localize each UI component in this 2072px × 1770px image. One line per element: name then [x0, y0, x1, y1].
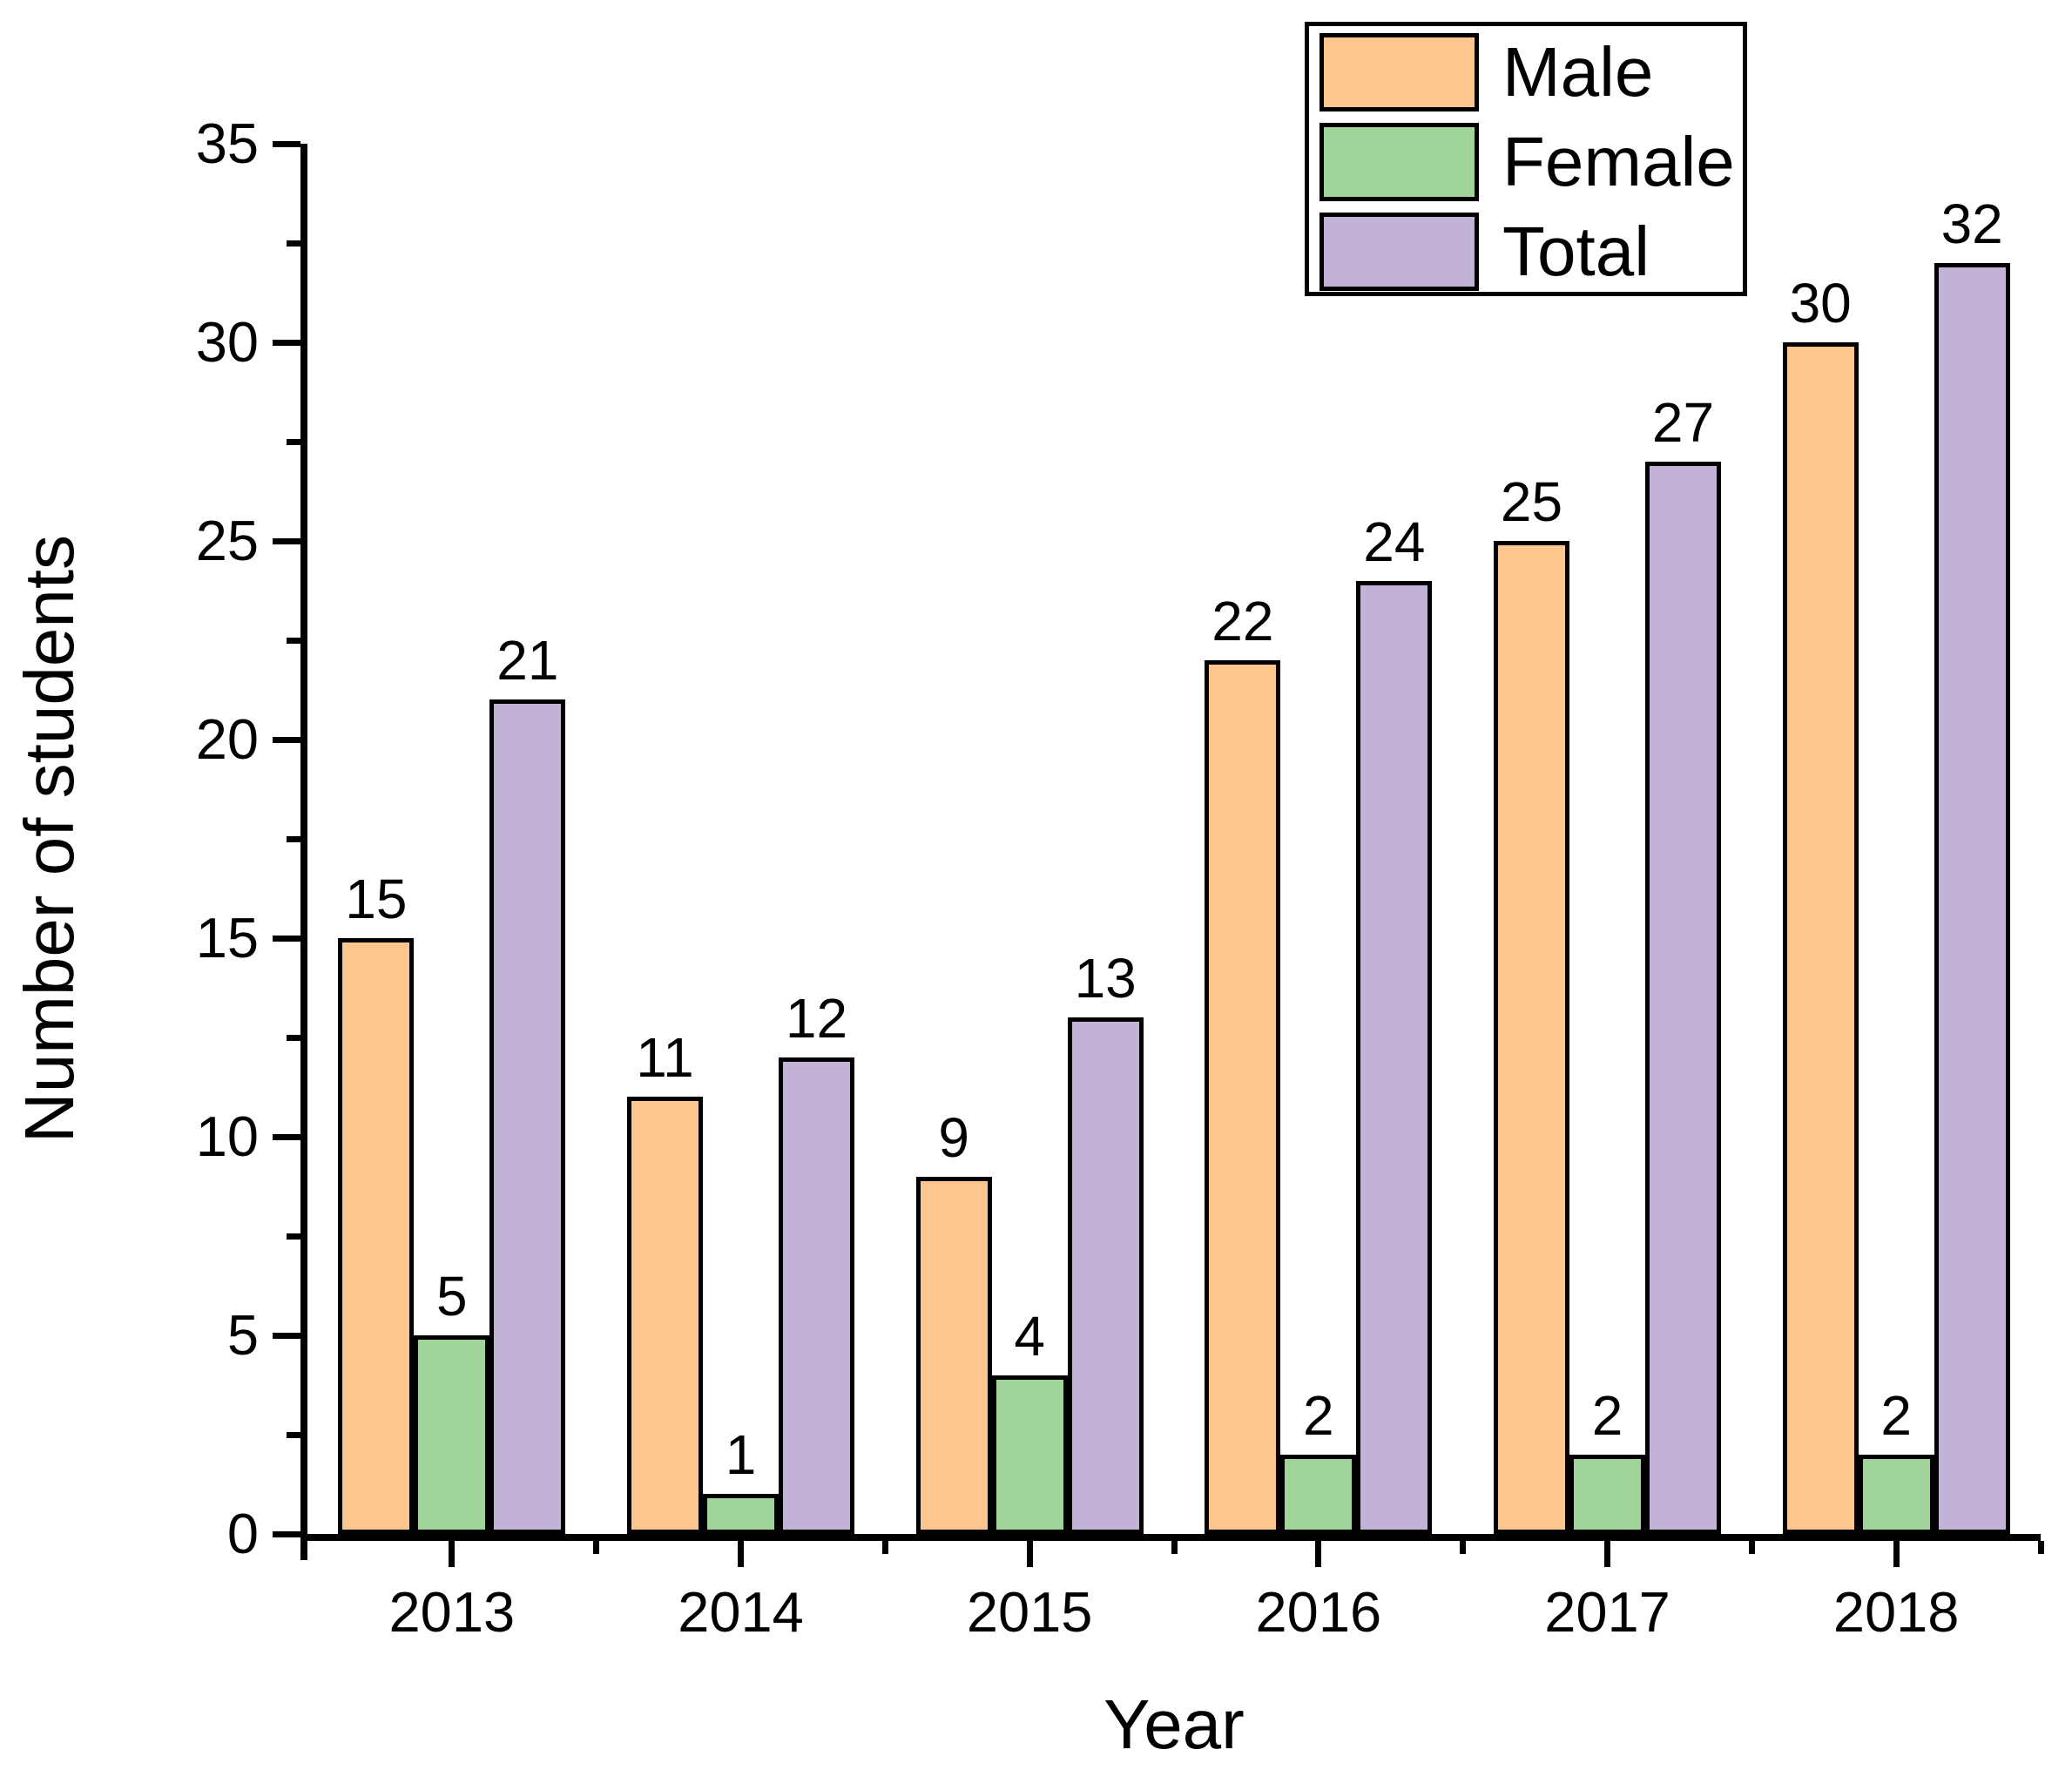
legend-swatch-male	[1319, 33, 1479, 111]
legend-label-total: Total	[1502, 213, 1650, 290]
y-tick-label: 10	[195, 1105, 259, 1168]
bar-male-2015	[915, 1176, 992, 1534]
y-tick-label: 0	[226, 1502, 259, 1565]
value-label-male-2016: 22	[1211, 589, 1274, 652]
x-major-tick	[1893, 1541, 1900, 1567]
value-label-total-2014: 12	[785, 986, 848, 1050]
value-label-male-2015: 9	[938, 1105, 969, 1169]
x-major-tick	[1604, 1541, 1610, 1567]
x-tick-label: 2014	[678, 1580, 804, 1644]
y-major-tick	[273, 935, 300, 942]
x-tick-label: 2018	[1832, 1580, 1960, 1644]
bar-female-2013	[414, 1335, 490, 1534]
value-label-total-2015: 13	[1074, 947, 1137, 1010]
x-minor-tick	[2037, 1541, 2044, 1554]
bar-male-2018	[1782, 342, 1859, 1534]
legend: Male Female Total	[1305, 22, 1747, 296]
x-major-tick	[1315, 1541, 1322, 1567]
legend-item-female: Female	[1309, 123, 1743, 201]
legend-item-total: Total	[1309, 213, 1743, 291]
x-minor-tick	[593, 1541, 600, 1554]
x-minor-tick	[1748, 1541, 1755, 1554]
value-label-female-2017: 2	[1591, 1383, 1623, 1447]
legend-label-male: Male	[1502, 33, 1654, 111]
y-tick-label: 20	[195, 707, 259, 771]
value-label-male-2013: 15	[345, 868, 408, 930]
x-major-tick	[738, 1541, 744, 1567]
y-minor-tick	[287, 240, 300, 247]
bar-total-2014	[779, 1057, 854, 1534]
y-axis-line	[300, 144, 307, 1560]
y-major-tick	[273, 537, 300, 544]
bar-female-2015	[991, 1375, 1068, 1534]
y-major-tick	[273, 1133, 300, 1140]
value-label-female-2013: 5	[436, 1265, 468, 1328]
y-tick-label: 30	[195, 310, 259, 374]
x-tick-label: 2017	[1544, 1580, 1670, 1644]
bar-total-2018	[1934, 262, 2010, 1534]
x-major-tick	[1026, 1541, 1033, 1567]
value-label-female-2018: 2	[1880, 1383, 1912, 1447]
bar-female-2016	[1280, 1454, 1357, 1534]
value-label-female-2015: 4	[1014, 1304, 1045, 1368]
bar-female-2017	[1569, 1454, 1645, 1534]
value-label-female-2016: 2	[1303, 1383, 1334, 1447]
value-label-male-2014: 11	[636, 1026, 694, 1090]
x-axis-title: Year	[1103, 1686, 1245, 1763]
value-label-male-2018: 30	[1789, 272, 1852, 334]
bar-female-2018	[1858, 1454, 1934, 1534]
y-major-tick	[273, 1530, 300, 1537]
y-minor-tick	[287, 637, 300, 644]
legend-item-male: Male	[1309, 33, 1743, 111]
bar-total-2015	[1067, 1017, 1144, 1534]
y-minor-tick	[287, 1431, 300, 1438]
value-label-total-2013: 21	[496, 629, 559, 692]
bar-total-2013	[489, 699, 566, 1534]
y-tick-label: 35	[195, 111, 259, 175]
value-label-total-2017: 27	[1651, 390, 1715, 454]
bar-total-2017	[1645, 461, 1721, 1534]
x-tick-label: 2016	[1255, 1580, 1382, 1644]
bar-male-2017	[1494, 541, 1569, 1534]
x-axis-line	[300, 1534, 2041, 1541]
bar-female-2014	[703, 1494, 779, 1534]
y-major-tick	[273, 140, 300, 147]
y-major-tick	[273, 736, 300, 743]
value-label-total-2018: 32	[1940, 192, 2003, 255]
bar-male-2013	[338, 938, 415, 1534]
value-label-total-2016: 24	[1363, 510, 1426, 573]
y-minor-tick	[287, 1034, 300, 1041]
y-tick-label: 5	[226, 1303, 259, 1367]
y-minor-tick	[287, 1233, 300, 1240]
legend-swatch-female	[1319, 123, 1479, 201]
y-minor-tick	[287, 835, 300, 842]
x-major-tick	[449, 1541, 456, 1567]
y-tick-label: 15	[195, 906, 259, 969]
x-minor-tick	[1171, 1541, 1178, 1554]
x-tick-label: 2015	[966, 1580, 1093, 1644]
x-minor-tick	[1460, 1541, 1467, 1554]
legend-label-female: Female	[1502, 123, 1735, 200]
x-tick-label: 2013	[388, 1580, 516, 1644]
y-major-tick	[273, 339, 300, 346]
legend-swatch-total	[1319, 213, 1479, 291]
value-label-male-2017: 25	[1500, 470, 1563, 533]
bar-male-2014	[627, 1097, 703, 1534]
y-tick-label: 25	[195, 509, 259, 572]
y-minor-tick	[287, 438, 300, 445]
x-minor-tick	[881, 1541, 888, 1554]
y-major-tick	[273, 1332, 300, 1339]
value-label-female-2014: 1	[725, 1423, 757, 1487]
bar-male-2016	[1205, 659, 1281, 1534]
bar-total-2016	[1356, 580, 1433, 1534]
